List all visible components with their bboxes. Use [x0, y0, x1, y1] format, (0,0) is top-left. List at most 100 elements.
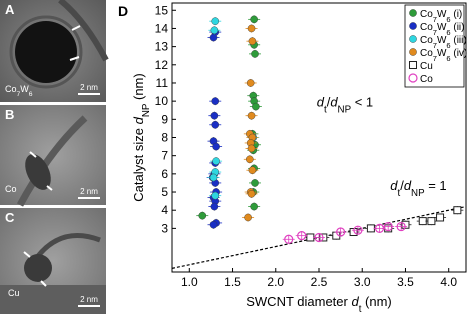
tem-panel-b: B Co 2 nm — [0, 105, 106, 207]
marker — [247, 111, 256, 120]
scale-label: 2 nm — [80, 83, 98, 92]
y-axis-label: Catalyst size dNP (nm) — [131, 73, 152, 201]
marker — [210, 111, 219, 120]
marker — [248, 37, 257, 45]
marker — [211, 191, 220, 200]
marker — [209, 173, 218, 182]
y-tick-label: 10 — [155, 94, 169, 108]
marker — [409, 48, 417, 56]
shell — [9, 15, 83, 89]
marker — [418, 217, 427, 226]
marker — [297, 231, 307, 241]
marker — [209, 220, 218, 229]
text-segment: (nm) — [361, 294, 391, 309]
y-tick-label: 14 — [155, 21, 169, 35]
text-segment: t — [397, 188, 400, 199]
panel-label: D — [118, 3, 128, 19]
y-tick-label: 4 — [161, 203, 168, 217]
panel-label: A — [5, 2, 15, 17]
scale-label: 2 nm — [80, 295, 98, 304]
marker — [284, 234, 294, 244]
text-segment: Catalyst size — [131, 124, 146, 201]
tube — [58, 0, 109, 62]
particle — [25, 154, 51, 190]
marker — [306, 233, 315, 242]
marker — [349, 228, 358, 237]
marker — [246, 79, 255, 87]
marker — [427, 217, 436, 226]
marker — [250, 15, 258, 24]
marker — [244, 213, 252, 222]
y-tick-label: 11 — [156, 76, 169, 90]
marker — [209, 33, 218, 42]
tem-panel-a: A Co7W6 2 nm — [0, 0, 109, 102]
marker — [211, 97, 220, 105]
text-segment: t — [359, 304, 362, 314]
x-tick-label: 3.5 — [397, 275, 414, 289]
marker — [396, 221, 406, 232]
text-segment: NP — [338, 104, 352, 115]
marker — [198, 211, 207, 220]
marker — [383, 221, 393, 232]
marker — [210, 202, 219, 211]
marker — [336, 227, 346, 237]
legend-label: Co7W6 (iv) — [420, 48, 467, 63]
text-segment: / — [400, 178, 404, 193]
x-tick-label: 3.0 — [354, 275, 371, 289]
legend-label: Co7W6 (iii) — [420, 35, 467, 50]
y-tick-label: 8 — [161, 131, 168, 145]
panel-label: B — [5, 107, 14, 122]
annotation: dt/dNP < 1 — [317, 95, 373, 116]
text-segment: / — [327, 95, 331, 110]
marker — [247, 24, 256, 33]
text-segment: NP — [411, 188, 425, 199]
marker — [374, 223, 385, 233]
marker — [366, 224, 375, 233]
particle — [24, 254, 52, 282]
marker — [247, 190, 256, 198]
tube — [32, 233, 101, 262]
marker — [246, 155, 254, 164]
text-segment: d — [317, 95, 325, 110]
text-segment: NP — [141, 104, 152, 118]
y-tick-label: 5 — [161, 185, 168, 199]
marker — [211, 120, 220, 129]
particle — [15, 21, 77, 83]
marker — [409, 35, 417, 43]
y-tick-label: 3 — [161, 221, 168, 235]
tem-panel-c: C Cu 2 nm — [0, 208, 106, 314]
material-label: Cu — [8, 288, 20, 298]
legend-label: Co7W6 (ii) — [420, 22, 464, 37]
text-segment: < 1 — [351, 95, 373, 110]
marker — [212, 157, 220, 165]
x-tick-label: 2.5 — [311, 275, 328, 289]
marker — [353, 225, 363, 235]
tube — [16, 115, 88, 207]
material-label: Co7W6 — [5, 84, 33, 98]
arrow — [23, 251, 47, 287]
marker — [250, 202, 258, 211]
substrate — [0, 285, 106, 314]
marker — [248, 166, 257, 175]
text-segment: d — [351, 294, 359, 309]
marker — [251, 179, 259, 187]
arrow — [29, 151, 53, 191]
marker — [409, 9, 417, 17]
marker — [210, 26, 219, 35]
x-axis-label: SWCNT diameter dt (nm) — [246, 294, 392, 314]
marker — [247, 144, 256, 153]
x-tick-label: 1.0 — [181, 275, 198, 289]
marker — [251, 50, 259, 58]
y-tick-label: 6 — [161, 167, 168, 181]
legend-label: Co — [420, 74, 433, 85]
text-segment: d — [404, 178, 412, 193]
panel-label: C — [5, 210, 15, 225]
text-segment: SWCNT diameter — [246, 294, 351, 309]
marker — [453, 206, 462, 215]
marker — [409, 22, 417, 30]
marker — [409, 61, 417, 69]
arrow — [69, 25, 81, 61]
y-tick-label: 9 — [161, 112, 168, 126]
